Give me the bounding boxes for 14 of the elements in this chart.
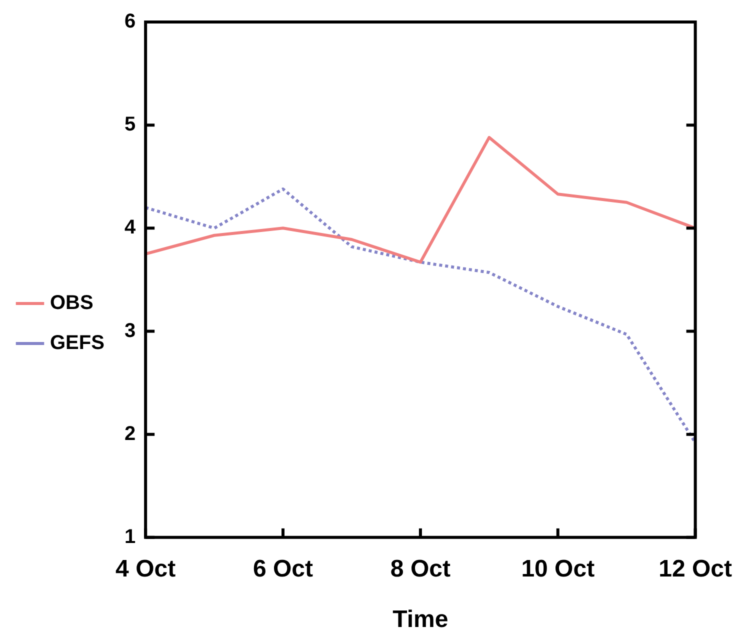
y-tick-label: 6 [124, 10, 136, 33]
y-tick-label: 1 [124, 526, 136, 548]
y-tick-label: 4 [124, 216, 136, 239]
x-tick-label: 12 Oct [658, 555, 732, 582]
y-tick-label: 2 [124, 422, 136, 445]
x-tick-label: 6 Oct [252, 555, 314, 582]
y-tick-label: 5 [124, 114, 136, 136]
legend-label: GEFS [50, 332, 104, 354]
x-tick-label: 8 Oct [390, 555, 450, 582]
x-tick-label: 4 Oct [116, 555, 176, 582]
x-axis-title: Time [392, 606, 448, 634]
legend-label: OBS [50, 292, 94, 314]
y-tick-label: 3 [124, 320, 136, 342]
x-tick-label: 10 Oct [521, 555, 595, 582]
